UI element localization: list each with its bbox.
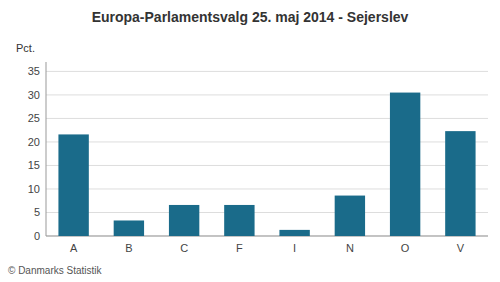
- y-tick-label: 20: [28, 136, 40, 148]
- bar: [224, 205, 254, 236]
- grid-line: [46, 212, 488, 213]
- x-tick-label: F: [236, 242, 243, 254]
- y-ticks: 0 5 10 15 20 25 30 35: [28, 65, 40, 242]
- x-tick-label: A: [70, 242, 78, 254]
- bars: [58, 93, 475, 236]
- grid: [46, 71, 488, 236]
- chart-container: Europa-Parlamentsvalg 25. maj 2014 - Sej…: [0, 0, 500, 282]
- x-axis-line: [46, 236, 488, 237]
- x-tick-label: I: [293, 242, 296, 254]
- grid-line: [46, 118, 488, 119]
- y-tick-label: 25: [28, 112, 40, 124]
- x-tick-label: V: [457, 242, 465, 254]
- footer-annotation: © Danmarks Statistik: [8, 265, 103, 276]
- grid-line: [46, 188, 488, 189]
- x-tick-label: N: [346, 242, 354, 254]
- y-axis-line: [46, 62, 47, 236]
- grid-line: [46, 165, 488, 166]
- x-ticks: ABCFINOV: [70, 242, 465, 254]
- y-tick-label: 35: [28, 65, 40, 77]
- bar: [58, 134, 88, 236]
- y-tick-label: 0: [34, 230, 40, 242]
- page: {"chart_data": {"type": "bar", "title": …: [0, 0, 500, 282]
- bar: [390, 93, 420, 236]
- bar: [335, 196, 365, 236]
- chart-svg: Europa-Parlamentsvalg 25. maj 2014 - Sej…: [0, 0, 500, 282]
- x-tick-label: C: [180, 242, 188, 254]
- x-tick-label: B: [125, 242, 132, 254]
- bar: [445, 131, 475, 236]
- bar: [114, 220, 144, 236]
- x-tick-label: O: [401, 242, 410, 254]
- y-axis-label: Pct.: [16, 42, 35, 54]
- y-tick-label: 5: [34, 206, 40, 218]
- y-tick-label: 10: [28, 183, 40, 195]
- title: Europa-Parlamentsvalg 25. maj 2014 - Sej…: [92, 9, 409, 25]
- bar: [169, 205, 199, 236]
- y-tick-label: 15: [28, 159, 40, 171]
- bar: [279, 230, 309, 236]
- y-tick-label: 30: [28, 89, 40, 101]
- grid-line: [46, 236, 488, 237]
- grid-line: [46, 71, 488, 72]
- grid-line: [46, 141, 488, 142]
- grid-line: [46, 94, 488, 95]
